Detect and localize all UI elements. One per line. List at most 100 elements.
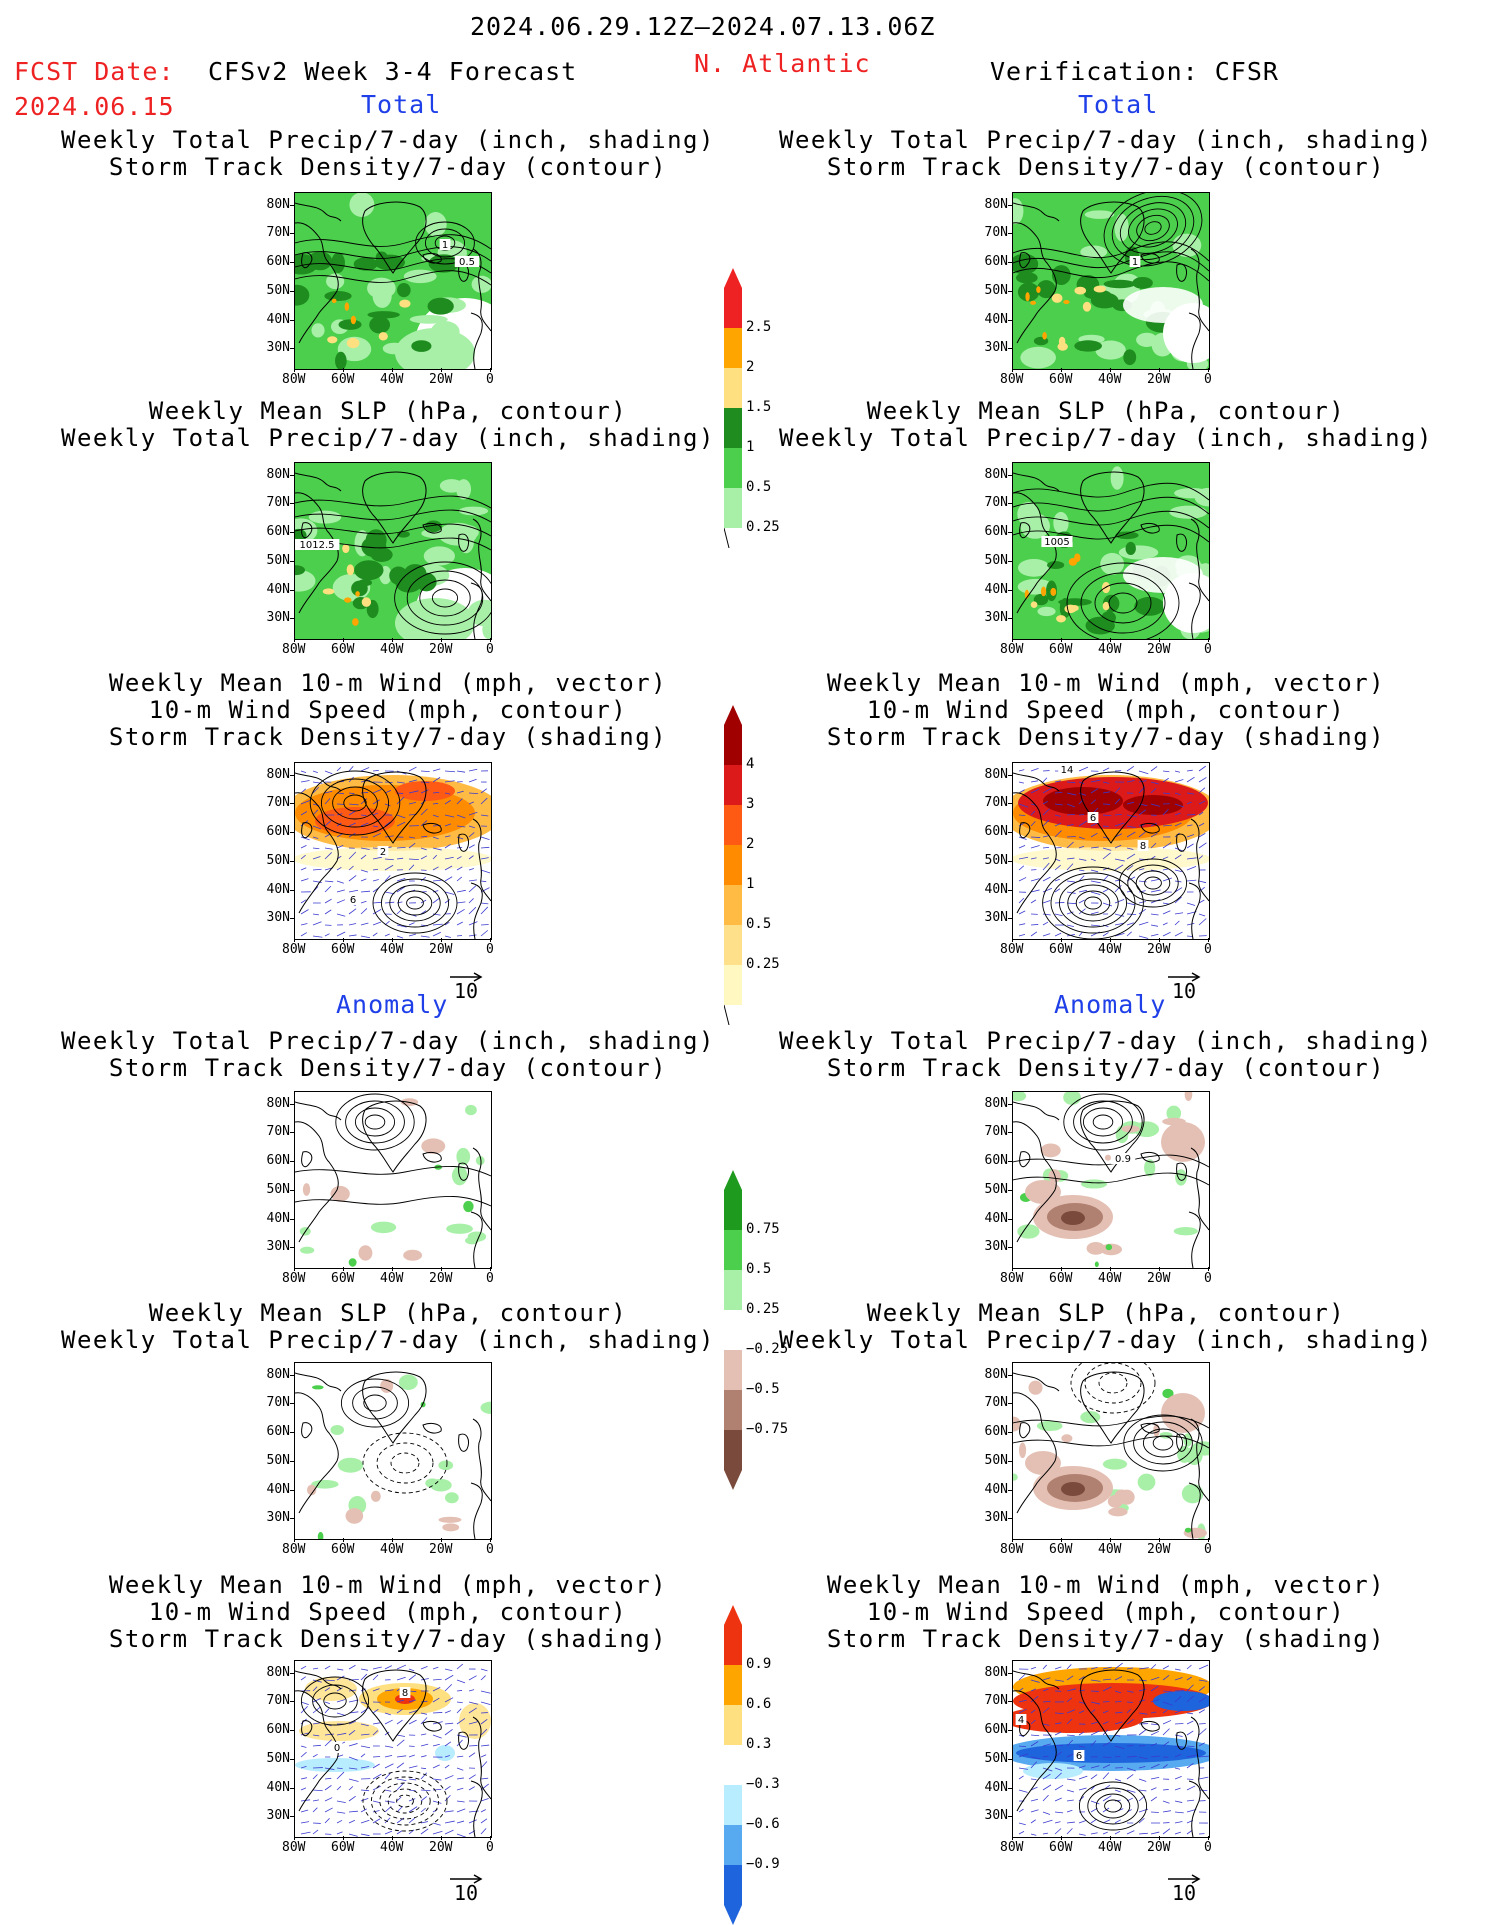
colorbar-label: 0.5: [746, 1261, 772, 1277]
fcst-date: 2024.06.15: [14, 92, 175, 121]
section-anomaly-verification: Anomaly: [1054, 990, 1167, 1019]
lat-tick-label: 60N: [984, 1424, 1008, 1439]
colorbar-total_storm: [724, 705, 742, 1025]
contour-label: 0: [334, 1743, 340, 1754]
lat-tick-label: 80N: [266, 467, 290, 482]
lon-tick-label: 0: [486, 642, 494, 657]
lon-tick: [392, 1836, 393, 1840]
lon-tick-label: 80W: [1000, 1840, 1024, 1855]
lat-tick: [290, 1730, 294, 1731]
lon-tick-label: 0: [486, 372, 494, 387]
lat-tick: [1008, 775, 1012, 776]
lat-tick-label: 50N: [984, 283, 1008, 298]
lon-tick-label: 40W: [1098, 1840, 1122, 1855]
lat-tick-label: 60N: [266, 824, 290, 839]
lon-tick: [392, 1267, 393, 1271]
lat-tick-label: 70N: [266, 225, 290, 240]
lon-tick: [1110, 1538, 1111, 1542]
lat-tick: [290, 320, 294, 321]
lon-tick-label: 40W: [380, 942, 404, 957]
lat-tick: [1008, 233, 1012, 234]
contour-label: 1005: [1044, 537, 1069, 548]
lon-tick: [1208, 368, 1209, 372]
lat-tick-label: 50N: [984, 1182, 1008, 1197]
lon-tick: [1208, 1538, 1209, 1542]
lat-tick-label: 70N: [266, 1395, 290, 1410]
lon-tick-label: 80W: [282, 1840, 306, 1855]
lat-tick: [290, 918, 294, 919]
coastline: [295, 1100, 491, 1268]
lat-tick: [1008, 1190, 1012, 1191]
lat-tick-label: 80N: [984, 767, 1008, 782]
colorbar-label: 1: [746, 439, 755, 455]
lon-tick: [343, 1836, 344, 1840]
lat-tick-label: 40N: [266, 1482, 290, 1497]
lon-tick: [1159, 368, 1160, 372]
lat-tick: [290, 890, 294, 891]
lon-tick: [392, 938, 393, 942]
colorbar-label: −0.3: [746, 1776, 780, 1792]
lat-tick: [1008, 1518, 1012, 1519]
panel-title-fcst-anom-slp: Weekly Mean SLP (hPa, contour) Weekly Tot…: [61, 1299, 715, 1354]
lat-tick: [290, 590, 294, 591]
lat-tick-label: 40N: [984, 882, 1008, 897]
lon-tick: [294, 1267, 295, 1271]
lat-tick-label: 70N: [984, 225, 1008, 240]
lat-tick: [1008, 532, 1012, 533]
lat-tick-label: 80N: [266, 1367, 290, 1382]
lon-tick-label: 0: [1204, 372, 1212, 387]
lon-tick-label: 60W: [331, 1542, 355, 1557]
lat-tick-label: 70N: [984, 1124, 1008, 1139]
lat-tick-label: 80N: [266, 1096, 290, 1111]
lat-tick: [290, 348, 294, 349]
lat-tick: [1008, 1759, 1012, 1760]
lat-tick: [1008, 918, 1012, 919]
lat-tick: [290, 1403, 294, 1404]
lon-tick-label: 0: [1204, 1840, 1212, 1855]
contour-label: 6: [1076, 1751, 1082, 1762]
lon-tick: [392, 1538, 393, 1542]
lat-tick: [290, 1247, 294, 1248]
lat-tick-label: 80N: [984, 1665, 1008, 1680]
lon-tick: [490, 1836, 491, 1840]
lat-tick: [290, 803, 294, 804]
lat-tick-label: 60N: [984, 254, 1008, 269]
lat-tick-label: 50N: [266, 283, 290, 298]
lat-tick: [290, 291, 294, 292]
panel-title-fcst-total-wind: Weekly Mean 10-m Wind (mph, vector) 10-m …: [108, 669, 668, 751]
lon-tick: [1110, 1267, 1111, 1271]
lon-tick-label: 0: [1204, 642, 1212, 657]
colorbar-label: 0.25: [746, 519, 780, 535]
lat-tick: [290, 1759, 294, 1760]
panel-title-verif-anom-precip: Weekly Total Precip/7-day (inch, shading…: [779, 1027, 1433, 1082]
lat-tick-label: 30N: [984, 1239, 1008, 1254]
colorbar-label: 4: [746, 756, 755, 772]
lon-tick-label: 60W: [1049, 942, 1073, 957]
lat-tick-label: 30N: [266, 340, 290, 355]
contour-label: 6: [350, 895, 356, 906]
lat-tick-label: 70N: [266, 495, 290, 510]
contour-label: 1: [1132, 257, 1138, 268]
lat-tick-label: 40N: [266, 1211, 290, 1226]
lon-tick: [294, 1538, 295, 1542]
lon-tick: [294, 938, 295, 942]
lat-tick-label: 60N: [266, 1722, 290, 1737]
lon-tick-label: 20W: [429, 1840, 453, 1855]
lat-tick: [1008, 1161, 1012, 1162]
lat-tick-label: 60N: [266, 254, 290, 269]
lon-tick: [441, 1267, 442, 1271]
contour-label: 8: [402, 1688, 408, 1699]
lat-tick: [1008, 1132, 1012, 1133]
lat-tick-label: 70N: [266, 1693, 290, 1708]
lon-tick-label: 80W: [282, 1542, 306, 1557]
contour-label: 14: [1061, 765, 1074, 776]
lon-tick-label: 80W: [1000, 372, 1024, 387]
lon-tick-label: 60W: [1049, 372, 1073, 387]
colorbar-label: 2: [746, 359, 755, 375]
colorbar-label: 1.5: [746, 399, 772, 415]
lat-tick-label: 30N: [984, 910, 1008, 925]
lon-tick-label: 20W: [429, 942, 453, 957]
coastline: [1013, 1371, 1209, 1539]
lon-tick: [1061, 1836, 1062, 1840]
